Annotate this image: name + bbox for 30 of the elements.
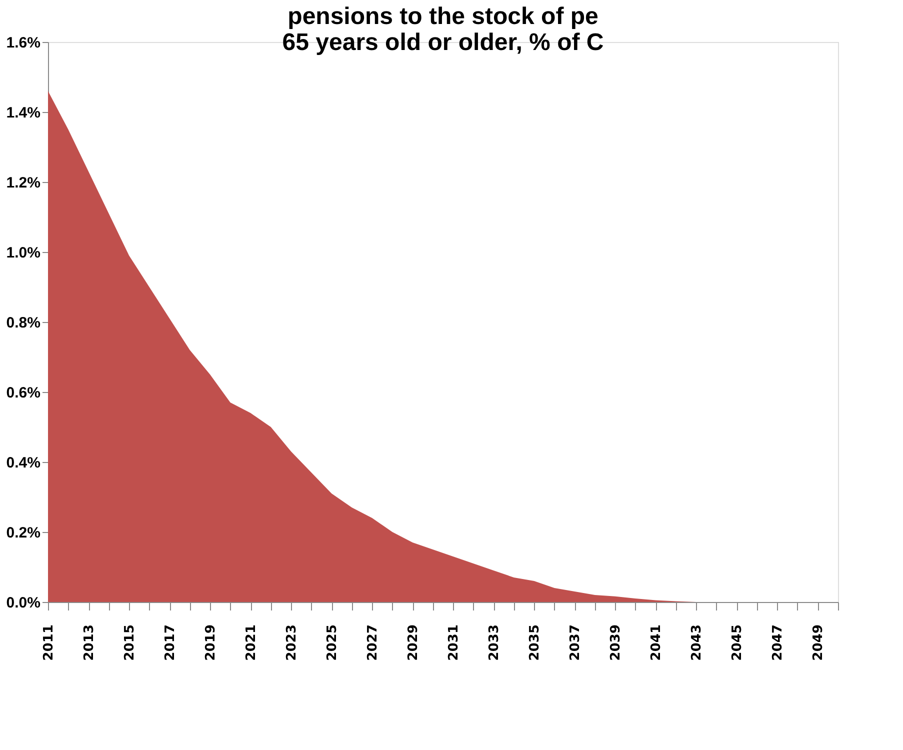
x-tick-label: 2019 <box>204 624 219 661</box>
chart-title: pensions to the stock of pe 65 years old or older, % of C <box>282 3 604 56</box>
y-tick-label: 0.8% <box>6 314 40 332</box>
x-tick-label: 2017 <box>163 624 178 661</box>
x-tick-label: 2023 <box>284 624 300 661</box>
x-tick-label: 2013 <box>82 624 98 661</box>
x-tick-label: 2043 <box>690 624 705 661</box>
y-tick-label: 0.6% <box>6 384 40 402</box>
x-tick-label: 2047 <box>770 624 786 661</box>
x-tick-label: 2027 <box>366 624 381 661</box>
x-tick-label: 2033 <box>487 624 502 661</box>
y-tick-label: 1.0% <box>6 244 40 262</box>
x-tick-label: 2035 <box>528 624 543 661</box>
y-tick-label: 1.2% <box>6 174 40 192</box>
x-tick-label: 2041 <box>649 624 664 661</box>
x-tick-label: 2015 <box>122 624 138 661</box>
x-tick-label: 2045 <box>730 624 746 661</box>
x-tick-label: 2029 <box>406 624 422 661</box>
y-tick-label: 1.4% <box>6 104 40 122</box>
x-tick-label: 2025 <box>325 624 340 661</box>
y-tick-label: 1.6% <box>6 34 40 52</box>
x-tick-label: 2037 <box>568 624 584 661</box>
y-tick-label: 0.2% <box>6 524 40 542</box>
x-tick-label: 2011 <box>42 624 56 661</box>
y-tick-label: 0.0% <box>6 594 40 612</box>
x-tick-label: 2031 <box>446 624 462 661</box>
x-tick-label: 2021 <box>244 624 260 661</box>
x-tick-label: 2039 <box>608 624 624 661</box>
x-tick-label: 2049 <box>811 624 826 661</box>
y-tick-label: 0.4% <box>6 454 40 472</box>
